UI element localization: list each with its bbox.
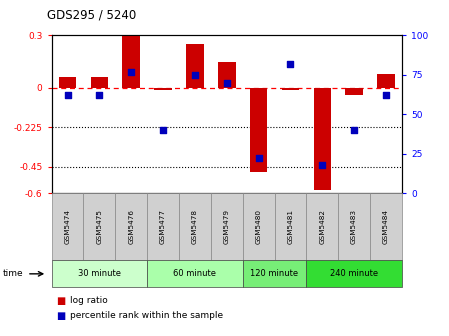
Bar [306,260,402,287]
Point [191,72,198,78]
Text: GDS295 / 5240: GDS295 / 5240 [47,9,136,22]
Bar [84,193,115,260]
Text: GSM5478: GSM5478 [192,209,198,244]
Bar [147,193,179,260]
Bar [282,88,299,90]
Bar [242,193,274,260]
Text: time: time [2,269,23,278]
Text: 240 minute: 240 minute [330,269,378,278]
Text: GSM5475: GSM5475 [97,209,102,244]
Text: ■: ■ [56,296,66,306]
Text: GSM5476: GSM5476 [128,209,134,244]
Text: log ratio: log ratio [70,296,108,305]
Text: GSM5482: GSM5482 [319,209,325,244]
Point [64,93,71,98]
Bar [59,77,76,88]
Bar [52,260,147,287]
Bar [338,193,370,260]
Text: GSM5479: GSM5479 [224,209,230,244]
Bar [345,88,363,95]
Point [223,80,230,85]
Point [383,93,390,98]
Point [287,61,294,67]
Text: GSM5474: GSM5474 [65,209,70,244]
Text: GSM5483: GSM5483 [351,209,357,244]
Bar [377,74,395,88]
Bar [52,193,84,260]
Bar [115,193,147,260]
Bar [147,260,242,287]
Bar [313,88,331,190]
Text: 120 minute: 120 minute [251,269,299,278]
Bar [274,193,306,260]
Bar [250,88,267,172]
Bar [242,260,306,287]
Bar [179,193,211,260]
Bar [186,44,204,88]
Point [128,69,135,74]
Point [319,162,326,167]
Text: GSM5477: GSM5477 [160,209,166,244]
Bar [91,77,108,88]
Bar [306,193,338,260]
Bar [370,193,402,260]
Bar [123,35,140,88]
Text: GSM5480: GSM5480 [255,209,262,244]
Bar [154,88,172,90]
Bar [218,61,235,88]
Text: 60 minute: 60 minute [173,269,216,278]
Bar [211,193,242,260]
Text: 30 minute: 30 minute [78,269,121,278]
Point [96,93,103,98]
Text: GSM5484: GSM5484 [383,209,389,244]
Point [351,127,358,133]
Text: ■: ■ [56,311,66,321]
Point [255,156,262,161]
Text: GSM5481: GSM5481 [287,209,293,244]
Point [159,127,167,133]
Text: percentile rank within the sample: percentile rank within the sample [70,311,224,320]
